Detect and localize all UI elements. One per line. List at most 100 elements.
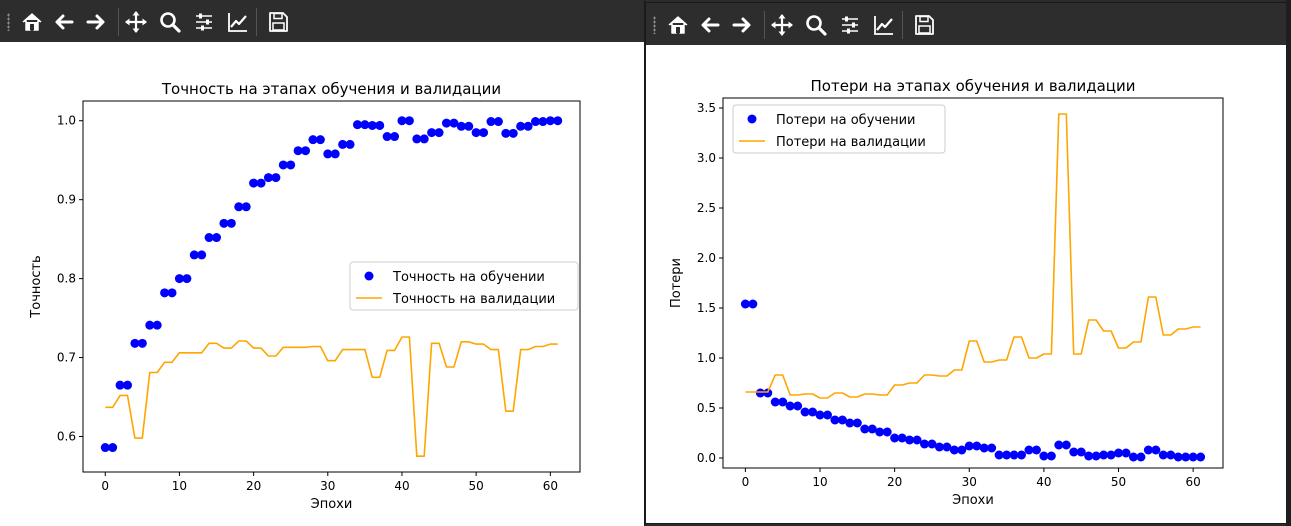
subplots-button[interactable] bbox=[838, 13, 862, 37]
data-point-training bbox=[419, 134, 429, 144]
x-tick-label: 30 bbox=[962, 475, 977, 489]
back-button[interactable] bbox=[52, 10, 76, 34]
data-point-training bbox=[1039, 451, 1049, 461]
data-point-training bbox=[837, 415, 847, 425]
pan-button[interactable] bbox=[124, 10, 148, 34]
data-point-training bbox=[934, 442, 944, 452]
data-point-training bbox=[323, 149, 333, 159]
data-point-training bbox=[1143, 445, 1153, 455]
data-point-training bbox=[778, 397, 788, 407]
x-tick-label: 60 bbox=[1186, 475, 1201, 489]
data-point-training bbox=[241, 202, 251, 212]
x-tick-label: 10 bbox=[812, 475, 827, 489]
data-point-training bbox=[1173, 452, 1183, 462]
data-point-training bbox=[479, 128, 489, 138]
loss-plot-area[interactable]: 0 10 20 30 40 50 60 0.0 0.5 1.0 1.5 2.0 2.5 3.0 3.5 Пот… bbox=[646, 45, 1286, 523]
save-button[interactable] bbox=[912, 13, 936, 37]
navigation-toolbar bbox=[0, 0, 644, 42]
data-point-training bbox=[115, 380, 125, 390]
data-point-training bbox=[964, 441, 974, 451]
data-point-training bbox=[1076, 447, 1086, 457]
data-point-training bbox=[427, 128, 437, 138]
subplots-icon bbox=[196, 13, 212, 31]
zoom-button[interactable] bbox=[804, 13, 828, 37]
subplots-button[interactable] bbox=[192, 10, 216, 34]
data-point-training bbox=[905, 435, 915, 445]
forward-icon bbox=[86, 14, 105, 30]
loss-figure-window: 0 10 20 30 40 50 60 0.0 0.5 1.0 1.5 2.0 2.5 3.0 3.5 Пот… bbox=[646, 3, 1286, 523]
data-point-training bbox=[845, 418, 855, 428]
axes-frame bbox=[722, 97, 1224, 469]
home-button[interactable] bbox=[20, 10, 44, 34]
data-point-training bbox=[852, 418, 862, 428]
home-icon bbox=[22, 13, 42, 31]
y-tick-label: 0.9 bbox=[57, 193, 76, 207]
back-button[interactable] bbox=[698, 13, 722, 37]
data-point-training bbox=[160, 288, 170, 298]
toolbar-separator bbox=[764, 11, 765, 39]
data-point-training bbox=[1069, 447, 1079, 457]
data-point-training bbox=[293, 146, 303, 156]
edit-axis-button[interactable] bbox=[226, 10, 250, 34]
data-point-training bbox=[1024, 445, 1034, 455]
data-point-training bbox=[927, 439, 937, 449]
data-point-training bbox=[1114, 448, 1124, 458]
data-point-training bbox=[397, 116, 407, 126]
data-point-training bbox=[808, 407, 818, 417]
data-point-training bbox=[493, 117, 503, 127]
data-point-training bbox=[770, 397, 780, 407]
data-point-training bbox=[137, 338, 147, 348]
x-tick-label: 20 bbox=[246, 479, 261, 493]
pan-button[interactable] bbox=[770, 13, 794, 37]
data-point-training bbox=[979, 443, 989, 453]
legend-box bbox=[349, 261, 579, 311]
data-point-training bbox=[256, 178, 266, 188]
data-point-training bbox=[897, 433, 907, 443]
data-point-training bbox=[471, 128, 481, 138]
data-point-training bbox=[1017, 450, 1027, 460]
data-point-training bbox=[523, 121, 533, 131]
data-point-training bbox=[174, 274, 184, 284]
data-point-training bbox=[382, 132, 392, 142]
toolbar-grip[interactable] bbox=[653, 16, 656, 34]
data-point-training bbox=[815, 410, 825, 420]
pan-icon bbox=[125, 11, 147, 33]
zoom-button[interactable] bbox=[158, 10, 182, 34]
accuracy-plot-area[interactable]: 0 10 20 30 40 50 60 0.6 0.7 0.8 0.9 1.0 Точность на … bbox=[0, 42, 644, 526]
home-button[interactable] bbox=[666, 13, 690, 37]
x-axis-label: Эпохи bbox=[311, 497, 353, 512]
y-tick-label: 1.5 bbox=[697, 301, 716, 315]
y-tick-label: 0.6 bbox=[57, 429, 76, 443]
x-tick-label: 20 bbox=[887, 475, 902, 489]
data-point-training bbox=[182, 274, 192, 284]
data-point-training bbox=[1181, 452, 1191, 462]
x-tick-label: 0 bbox=[101, 479, 109, 493]
data-point-training bbox=[972, 441, 982, 451]
data-point-training bbox=[308, 135, 318, 145]
data-point-training bbox=[1091, 451, 1101, 461]
data-point-training bbox=[301, 146, 311, 156]
data-point-training bbox=[1084, 451, 1094, 461]
data-point-training bbox=[367, 120, 377, 130]
save-button[interactable] bbox=[266, 10, 290, 34]
data-point-training bbox=[189, 250, 199, 260]
y-tick-label: 0.0 bbox=[697, 451, 716, 465]
toolbar-grip[interactable] bbox=[7, 13, 10, 31]
subplots-icon bbox=[842, 16, 858, 34]
data-point-training bbox=[100, 443, 110, 453]
data-point-training bbox=[1031, 445, 1041, 455]
forward-button[interactable] bbox=[84, 10, 108, 34]
y-tick-label: 0.5 bbox=[697, 401, 716, 415]
data-point-training bbox=[441, 118, 451, 128]
y-tick-label: 1.0 bbox=[57, 114, 76, 128]
data-point-training bbox=[360, 120, 370, 130]
forward-button[interactable] bbox=[730, 13, 754, 37]
y-axis-label: Точность bbox=[29, 255, 44, 318]
y-tick-label: 3.5 bbox=[697, 101, 716, 115]
edit-axis-button[interactable] bbox=[872, 13, 896, 37]
data-point-training bbox=[800, 407, 810, 417]
data-point-training bbox=[456, 121, 466, 131]
forward-icon bbox=[732, 17, 751, 33]
y-tick-label: 2.5 bbox=[697, 201, 716, 215]
data-point-training bbox=[860, 424, 870, 434]
